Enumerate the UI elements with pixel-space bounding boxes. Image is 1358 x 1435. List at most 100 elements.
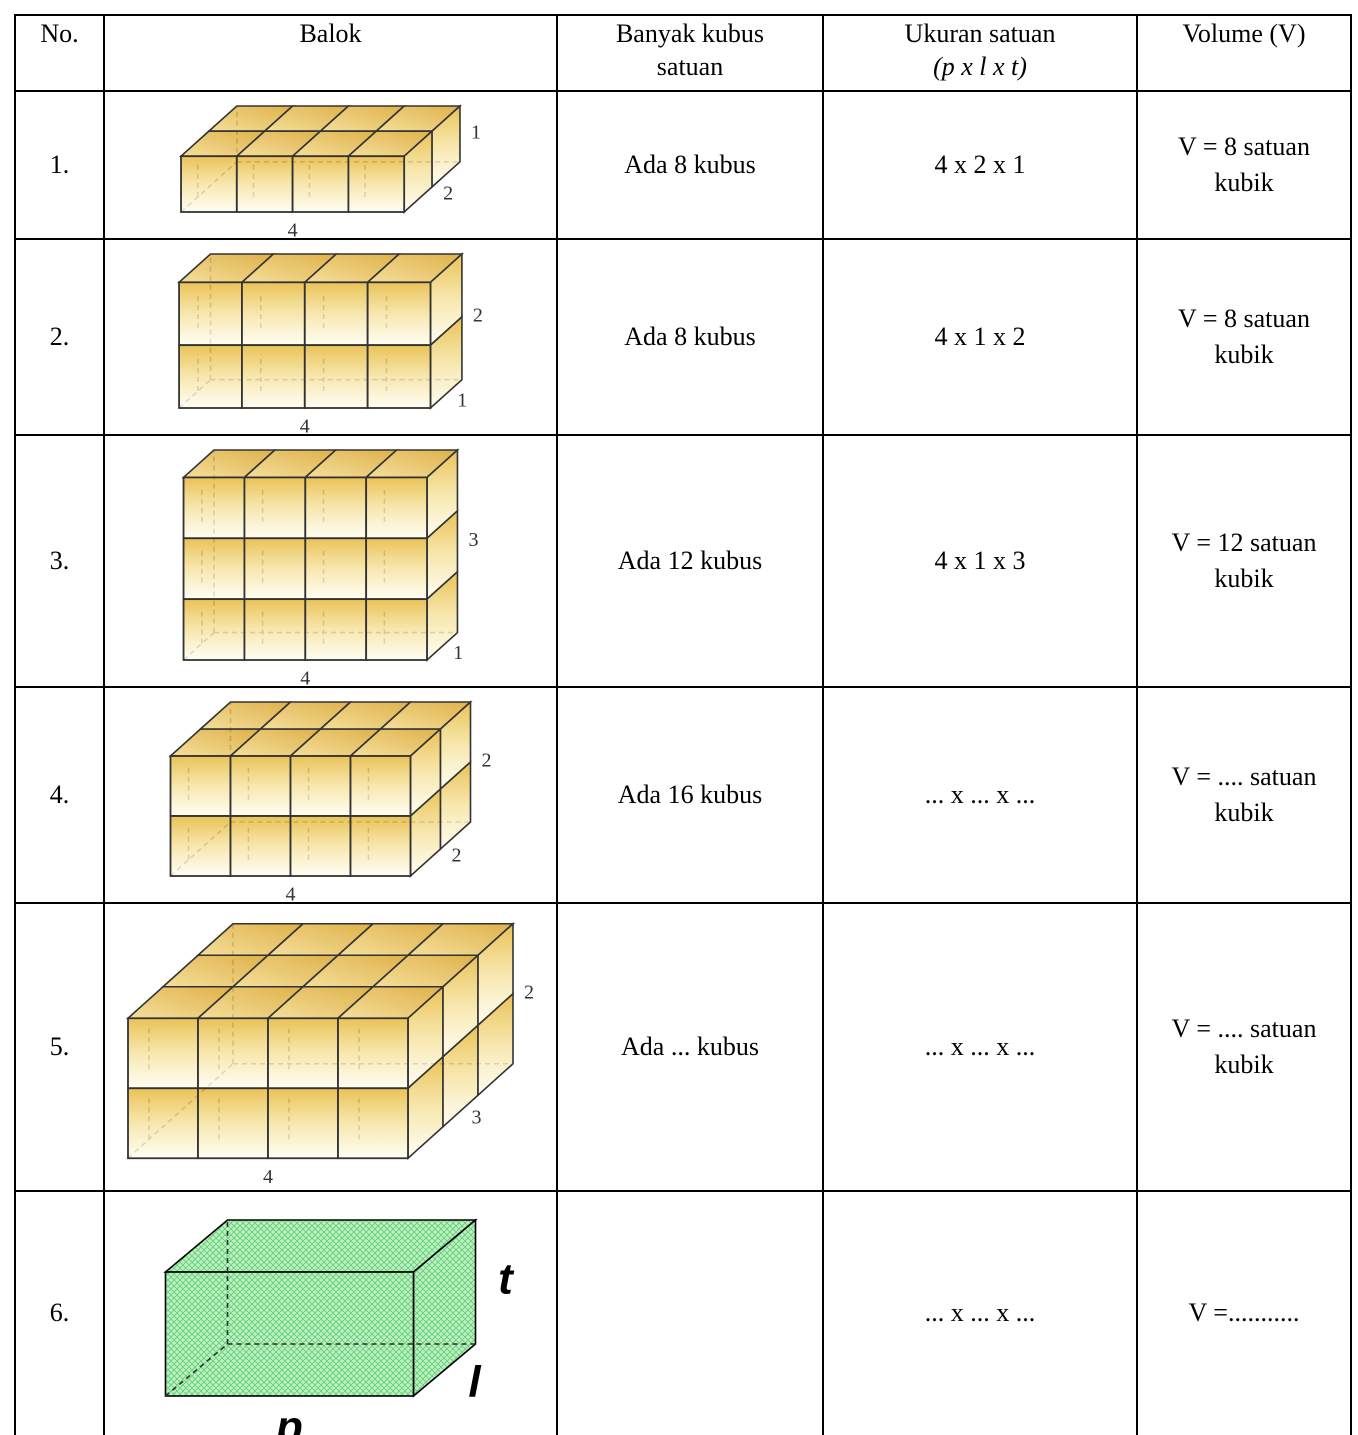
cube-front [169,815,232,877]
header-cell: No. [14,14,105,92]
cube-front [197,1017,269,1090]
dimension-label: l [468,1357,481,1406]
table-row: 3. 4 1 3 Ada 12 kubus 4 x 1 x 3 V = 12 satuan k… [14,434,1352,688]
cell-line: V = 8 satuan [1178,131,1310,161]
cube-front [267,1017,339,1090]
cell-text: 2. [49,321,70,351]
cube-side [431,104,461,189]
cube-front [267,1087,339,1160]
volume-cell: V = .... satuan kubik [1136,902,1352,1192]
figure-cell: 4 2 2 [103,686,558,904]
cube-front [337,1087,409,1160]
cell-text: 4. [49,779,70,809]
count-cell: Ada 16 kubus [556,686,824,904]
cube-front [243,476,307,540]
cube-front [303,344,369,409]
cube-front [303,281,369,347]
cuboid-figure: 4 2 2 [168,700,492,902]
table-row: 5. 4 3 2 Ada ... kubus ... x ... x ... V = ...… [14,902,1352,1192]
dimension-label: 2 [452,845,462,867]
dimension-label: p [275,1402,303,1434]
count-cell: Ada ... kubus [556,902,824,1192]
cube-front [365,537,428,601]
cube-front [182,476,246,540]
cube-front [337,1017,409,1090]
cube-front [366,344,432,409]
number-cell: 2. [14,238,105,436]
dimension-label: 4 [300,416,310,434]
cube-front [169,755,232,817]
cell-line: Ukuran satuan [904,19,1056,48]
cube-front [127,1017,199,1090]
dimension-label: 1 [453,642,463,664]
dimension-label: t [498,1254,515,1303]
table-row: 4. 4 2 2 Ada 16 kubus ... x ... x ... V = ....… [14,686,1352,904]
cube-front [241,281,306,347]
dimension-label: 2 [473,304,483,326]
cell-text: Ada ... kubus [621,1031,759,1061]
dimension-label: 2 [443,182,453,204]
number-cell: 6. [14,1190,105,1435]
number-cell: 1. [14,90,105,240]
size-cell: 4 x 1 x 2 [822,238,1138,436]
cube-front [289,755,352,817]
header-cell: Volume (V) [1136,14,1352,92]
cube-front [304,598,368,661]
number-cell: 4. [14,686,105,904]
cell-line: kubik [1214,1050,1274,1079]
figure-cell: 4 1 2 [103,238,558,436]
cube-side [439,760,472,851]
dimension-label: 4 [263,1166,273,1188]
header-cell: Banyak kubus satuan [556,14,824,92]
size-cell: ... x ... x ... [822,1190,1138,1435]
cube-front [291,155,350,213]
cell-line: V = .... satuan [1171,761,1317,791]
cell-line: (p x l x t) [933,51,1027,81]
cube-front [178,281,243,347]
cuboid-figure: 4 1 2 [176,252,483,434]
cell-text: ... x ... x ... [924,1031,1036,1061]
cube-front [243,598,307,661]
dimension-label: 4 [300,668,310,686]
cube-front [243,537,307,601]
cell-line: kubik [1214,564,1274,593]
cell-line: kubik [1214,168,1274,197]
cube-front [349,755,412,817]
volume-cell: V = 8 satuan kubik [1136,90,1352,240]
table-body: 1. 4 2 1 Ada 8 kubus 4 x 2 x 1 V = 8 satuan kub… [14,90,1352,1435]
cube-side [477,991,514,1098]
table-row: 1. 4 2 1 Ada 8 kubus 4 x 2 x 1 V = 8 satuan kub… [14,90,1352,240]
cell-line: satuan [656,51,724,81]
dimension-label: 3 [468,529,478,551]
number-cell: 3. [14,434,105,688]
figure-cell: p l t [103,1190,558,1435]
dimension-label: 2 [482,750,492,772]
cube-front [178,344,243,409]
volume-table: No. Balok Banyak kubus satuan Ukuran satuan (… [14,14,1352,1435]
cube-front [229,755,292,817]
cuboid-figure: p l t [163,1217,515,1435]
header-row: No. Balok Banyak kubus satuan Ukuran satuan (… [14,14,1352,92]
cube-front [289,815,352,877]
volume-cell: V = 12 satuan kubik [1136,434,1352,688]
cube-front [229,815,292,877]
cube-front [365,476,428,540]
cell-text: No. [40,19,79,48]
cell-line: kubik [1214,798,1274,827]
cube-front [127,1087,199,1160]
cell-text: ... x ... x ... [924,1298,1036,1328]
count-cell [556,1190,824,1435]
size-cell: 4 x 1 x 3 [822,434,1138,688]
cell-text: Balok [299,19,362,48]
count-cell: Ada 8 kubus [556,238,824,436]
cell-text: Volume (V) [1182,19,1306,48]
cell-line: V = 12 satuan [1171,527,1317,557]
cell-text: Ada 12 kubus [617,545,763,575]
cube-front [182,537,246,601]
cell-text: 5. [49,1031,70,1061]
cell-text: Ada 16 kubus [617,779,763,809]
dimension-label: 1 [457,389,467,411]
number-cell: 5. [14,902,105,1192]
volume-cell: V =........... [1136,1190,1352,1435]
